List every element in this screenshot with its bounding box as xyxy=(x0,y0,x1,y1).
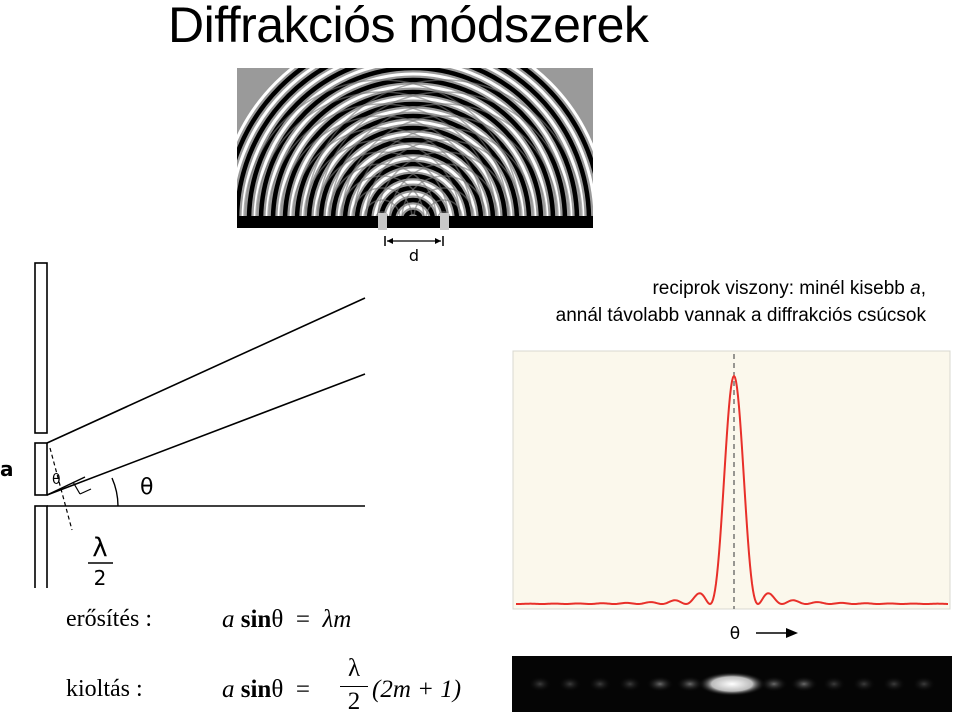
reinforcement-formula: a sinθ = λm xyxy=(222,606,352,633)
caption-line-2: annál távolabb vannak a diffrakciós csúc… xyxy=(555,305,926,326)
diffraction-fringe-pattern xyxy=(512,656,952,712)
small-angle-label: θ xyxy=(52,472,61,488)
slit-separation-label: d xyxy=(409,246,419,265)
page-title: Diffrakciós módszerek xyxy=(168,0,649,53)
caption-line-1: reciprok viszony: minél kisebb a, xyxy=(652,278,926,299)
cancellation-label: kioltás : xyxy=(66,676,143,702)
slit-width-label: a xyxy=(0,457,14,481)
arrow-right-icon xyxy=(786,628,798,638)
diffraction-intensity-plot: θ xyxy=(512,350,951,644)
x-axis-label: θ xyxy=(730,624,740,644)
reinforcement-label: erősítés : xyxy=(66,606,152,632)
two-slit-interference-image: d xyxy=(237,68,593,265)
angle-label: θ xyxy=(140,475,153,500)
intensity-curve xyxy=(515,374,949,606)
barrier xyxy=(237,216,593,228)
single-slit-diagram: a θ θ λ 2 xyxy=(0,262,366,588)
path-difference-numerator: λ xyxy=(92,533,107,563)
caption: reciprok viszony: minél kisebb a, annál … xyxy=(466,275,926,329)
path-difference-denominator: 2 xyxy=(94,566,107,588)
